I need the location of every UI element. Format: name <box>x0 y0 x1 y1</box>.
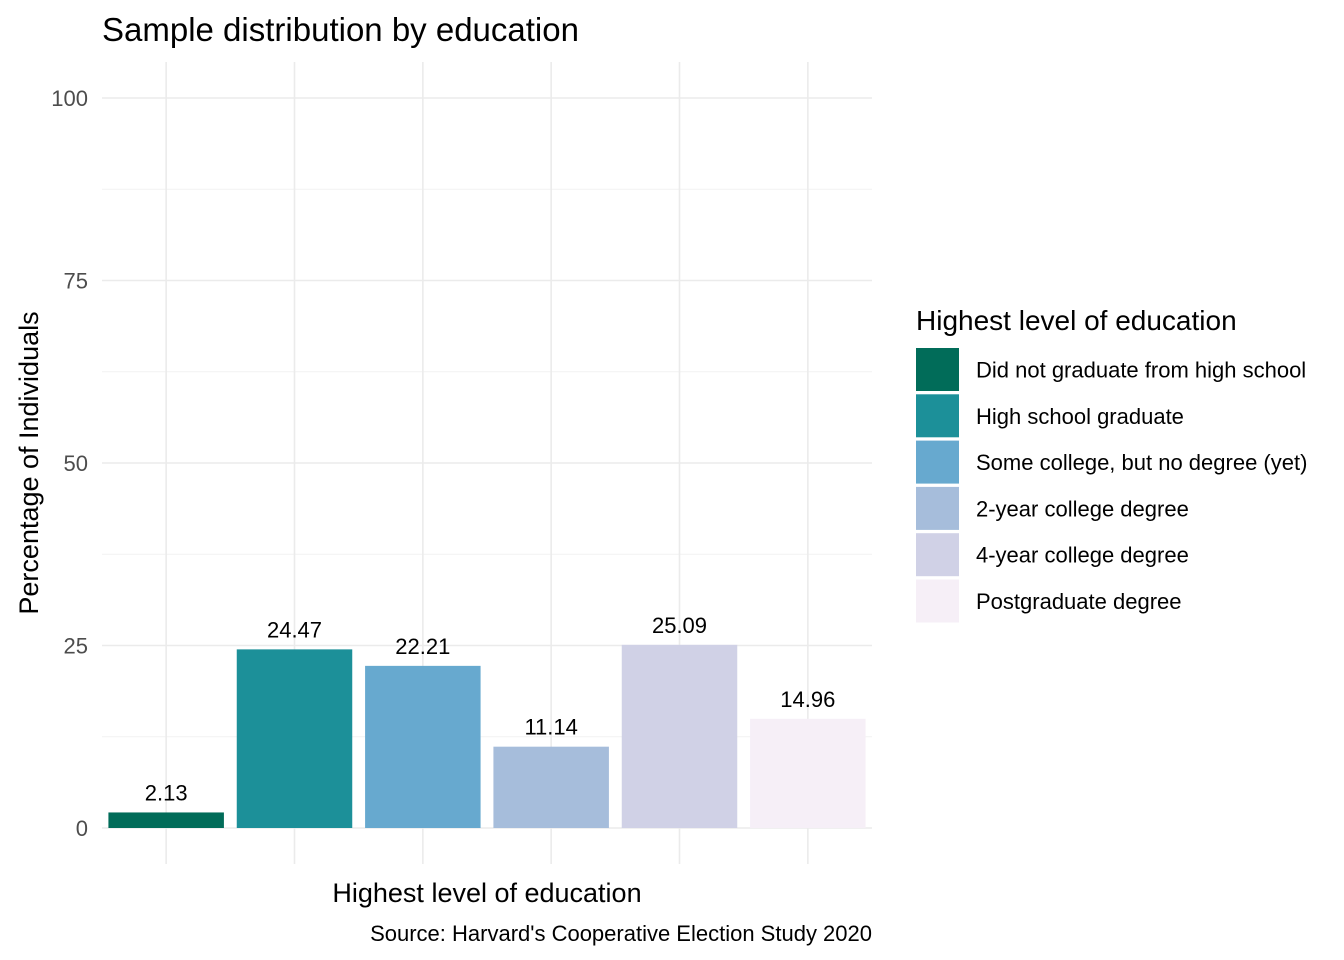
data-labels: 2.13 24.47 22.21 11.14 25.09 14.96 <box>145 613 836 806</box>
legend-label: Did not graduate from high school <box>976 358 1306 383</box>
legend-title: Highest level of education <box>916 305 1237 336</box>
legend-key <box>916 348 959 391</box>
bar <box>108 812 224 828</box>
y-axis-title: Percentage of Individuals <box>14 311 44 614</box>
bar <box>236 649 353 828</box>
chart-caption: Source: Harvard's Cooperative Election S… <box>370 921 872 946</box>
y-tick-label: 50 <box>64 451 88 476</box>
legend-key <box>916 486 959 530</box>
bar <box>750 718 866 828</box>
legend-label: 4-year college degree <box>976 543 1189 568</box>
y-tick-label: 25 <box>64 634 88 659</box>
legend-label: 2-year college degree <box>976 496 1189 521</box>
bars <box>108 644 866 828</box>
bar-value-label: 2.13 <box>145 780 188 805</box>
legend-key <box>916 533 959 577</box>
bar <box>621 644 738 828</box>
bar-value-label: 22.21 <box>395 634 450 659</box>
bar-value-label: 11.14 <box>524 715 577 740</box>
bar-value-label: 25.09 <box>652 613 707 638</box>
y-tick-label: 100 <box>51 86 88 111</box>
y-axis-ticks: 0 25 50 75 100 <box>51 86 88 841</box>
bar <box>493 746 609 828</box>
bar <box>365 665 481 828</box>
x-axis-title: Highest level of education <box>332 878 641 908</box>
chart-title: Sample distribution by education <box>102 11 579 48</box>
bar-value-label: 24.47 <box>267 617 322 642</box>
legend-key <box>916 394 959 438</box>
legend-key <box>916 440 959 484</box>
y-tick-label: 0 <box>76 816 88 841</box>
legend-label: Some college, but no degree (yet) <box>976 450 1307 475</box>
legend-label: Postgraduate degree <box>976 589 1182 614</box>
bar-value-label: 14.96 <box>780 687 835 712</box>
legend-key <box>916 579 959 623</box>
y-tick-label: 75 <box>64 269 88 294</box>
legend: Did not graduate from high school High sc… <box>916 348 1307 623</box>
legend-label: High school graduate <box>976 404 1184 429</box>
